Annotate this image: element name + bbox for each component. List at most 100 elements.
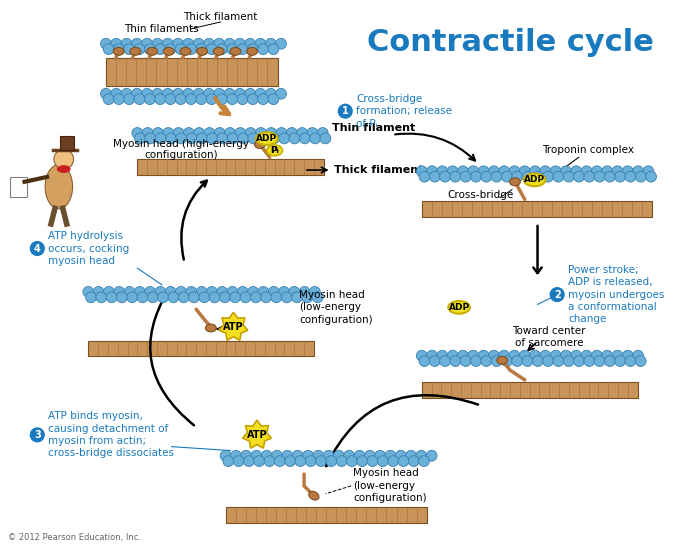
Circle shape xyxy=(223,456,234,467)
Circle shape xyxy=(315,456,326,467)
Circle shape xyxy=(268,287,279,298)
Circle shape xyxy=(416,350,427,361)
Circle shape xyxy=(309,287,320,298)
Circle shape xyxy=(643,166,654,177)
Circle shape xyxy=(612,350,623,361)
Circle shape xyxy=(307,127,318,138)
Circle shape xyxy=(176,133,187,144)
Circle shape xyxy=(111,38,122,49)
Circle shape xyxy=(561,350,572,361)
Circle shape xyxy=(581,166,592,177)
Text: ATP: ATP xyxy=(223,322,244,332)
Circle shape xyxy=(481,171,492,182)
Circle shape xyxy=(240,292,251,302)
Circle shape xyxy=(124,287,135,298)
Circle shape xyxy=(574,356,585,367)
Circle shape xyxy=(214,88,225,99)
Circle shape xyxy=(450,171,461,182)
Circle shape xyxy=(271,292,282,302)
Circle shape xyxy=(519,166,530,177)
Circle shape xyxy=(481,356,492,367)
Circle shape xyxy=(262,450,272,461)
Ellipse shape xyxy=(497,356,508,364)
Circle shape xyxy=(144,94,155,104)
Circle shape xyxy=(312,292,323,302)
Circle shape xyxy=(194,127,205,138)
Circle shape xyxy=(234,88,245,99)
Circle shape xyxy=(543,356,554,367)
Circle shape xyxy=(291,292,302,302)
Bar xyxy=(225,507,427,523)
Circle shape xyxy=(419,171,430,182)
Text: ADP: ADP xyxy=(256,134,278,143)
Circle shape xyxy=(594,356,605,367)
Circle shape xyxy=(247,44,258,54)
Circle shape xyxy=(305,456,316,467)
Circle shape xyxy=(354,450,365,461)
Circle shape xyxy=(155,287,166,298)
Text: Thick filament: Thick filament xyxy=(183,12,258,22)
Circle shape xyxy=(471,356,482,367)
Circle shape xyxy=(540,350,551,361)
Circle shape xyxy=(135,133,146,144)
Circle shape xyxy=(100,88,111,99)
Circle shape xyxy=(245,38,256,49)
Circle shape xyxy=(460,171,471,182)
Circle shape xyxy=(530,166,541,177)
Circle shape xyxy=(113,44,124,54)
Circle shape xyxy=(592,350,602,361)
Circle shape xyxy=(153,127,164,138)
Circle shape xyxy=(193,88,204,99)
Ellipse shape xyxy=(523,173,545,186)
Circle shape xyxy=(163,127,174,138)
Circle shape xyxy=(100,38,111,49)
Circle shape xyxy=(364,450,375,461)
Circle shape xyxy=(615,356,626,367)
Circle shape xyxy=(419,356,430,367)
Circle shape xyxy=(258,44,269,54)
Circle shape xyxy=(313,450,324,461)
Text: Cross-bridge
formation; release
of Pᵢ: Cross-bridge formation; release of Pᵢ xyxy=(356,94,452,128)
Circle shape xyxy=(602,350,613,361)
Circle shape xyxy=(522,171,533,182)
Bar xyxy=(422,382,638,397)
Circle shape xyxy=(132,127,143,138)
Circle shape xyxy=(612,166,623,177)
Circle shape xyxy=(563,356,574,367)
Circle shape xyxy=(258,287,269,298)
Circle shape xyxy=(471,171,482,182)
Text: Cross-bridge: Cross-bridge xyxy=(447,189,514,199)
Circle shape xyxy=(206,94,217,104)
Circle shape xyxy=(250,292,261,302)
Circle shape xyxy=(111,88,122,99)
Polygon shape xyxy=(219,312,248,340)
Circle shape xyxy=(418,456,429,467)
Circle shape xyxy=(103,94,114,104)
Circle shape xyxy=(437,166,448,177)
Circle shape xyxy=(216,94,227,104)
Circle shape xyxy=(300,133,311,144)
Circle shape xyxy=(243,456,254,467)
Circle shape xyxy=(166,287,176,298)
Circle shape xyxy=(581,350,592,361)
Bar xyxy=(137,159,324,175)
Circle shape xyxy=(258,133,269,144)
Circle shape xyxy=(605,171,616,182)
Circle shape xyxy=(227,94,238,104)
Circle shape xyxy=(229,292,240,302)
Circle shape xyxy=(142,38,153,49)
Circle shape xyxy=(254,456,264,467)
Circle shape xyxy=(158,292,168,302)
Circle shape xyxy=(265,88,276,99)
Circle shape xyxy=(148,292,158,302)
Circle shape xyxy=(278,287,289,298)
Circle shape xyxy=(241,450,251,461)
Circle shape xyxy=(416,450,427,461)
Circle shape xyxy=(275,88,286,99)
Circle shape xyxy=(145,133,156,144)
Circle shape xyxy=(584,356,595,367)
Text: Pᵢ: Pᵢ xyxy=(271,146,279,155)
Circle shape xyxy=(395,450,406,461)
Circle shape xyxy=(269,133,280,144)
Circle shape xyxy=(592,166,602,177)
